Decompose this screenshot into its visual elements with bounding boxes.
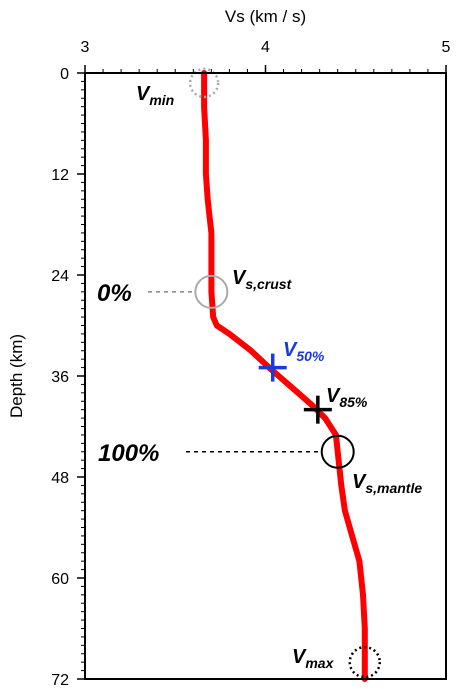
dotted-circle-marker — [348, 645, 382, 679]
plot-frame — [84, 72, 447, 680]
percent-label: 100% — [98, 440, 159, 467]
x-tick-label: 5 — [442, 39, 451, 56]
v-label: V85% — [326, 385, 368, 410]
y-tick-label: 36 — [51, 369, 69, 386]
y-tick-label: 48 — [51, 470, 69, 487]
circle-marker — [194, 274, 229, 309]
x-tick-label: 3 — [81, 39, 90, 56]
tick-group: 3 4 5 0 12 24 36 48 60 72 — [51, 39, 450, 689]
percent-label: 0% — [97, 280, 132, 307]
series-group — [201, 70, 368, 682]
annotation-labels: 0% 100% Vmin Vs,crust V50%V85% Vs,mantle Vmax — [97, 83, 422, 671]
y-tick-label: 24 — [51, 268, 69, 285]
dotted-circle-marker — [188, 67, 220, 99]
marker-group — [188, 67, 382, 679]
y-tick-label: 12 — [51, 167, 69, 184]
v-label: Vs,crust — [232, 267, 293, 292]
x-axis-title: Vs (km / s) — [225, 7, 306, 26]
v-label: V50% — [283, 339, 325, 364]
circle-marker — [320, 434, 355, 469]
y-tick-label: 60 — [51, 571, 69, 588]
v-label: Vmax — [292, 646, 335, 671]
x-tick-label: 4 — [261, 39, 270, 56]
v-label: Vmin — [136, 83, 174, 108]
y-axis-title: Depth (km) — [7, 334, 26, 418]
velocity-profile-line — [201, 70, 368, 682]
percent-leader-lines — [148, 291, 320, 453]
y-tick-label: 72 — [51, 672, 69, 689]
v-label: Vs,mantle — [352, 471, 422, 496]
y-tick-label: 0 — [60, 66, 69, 83]
